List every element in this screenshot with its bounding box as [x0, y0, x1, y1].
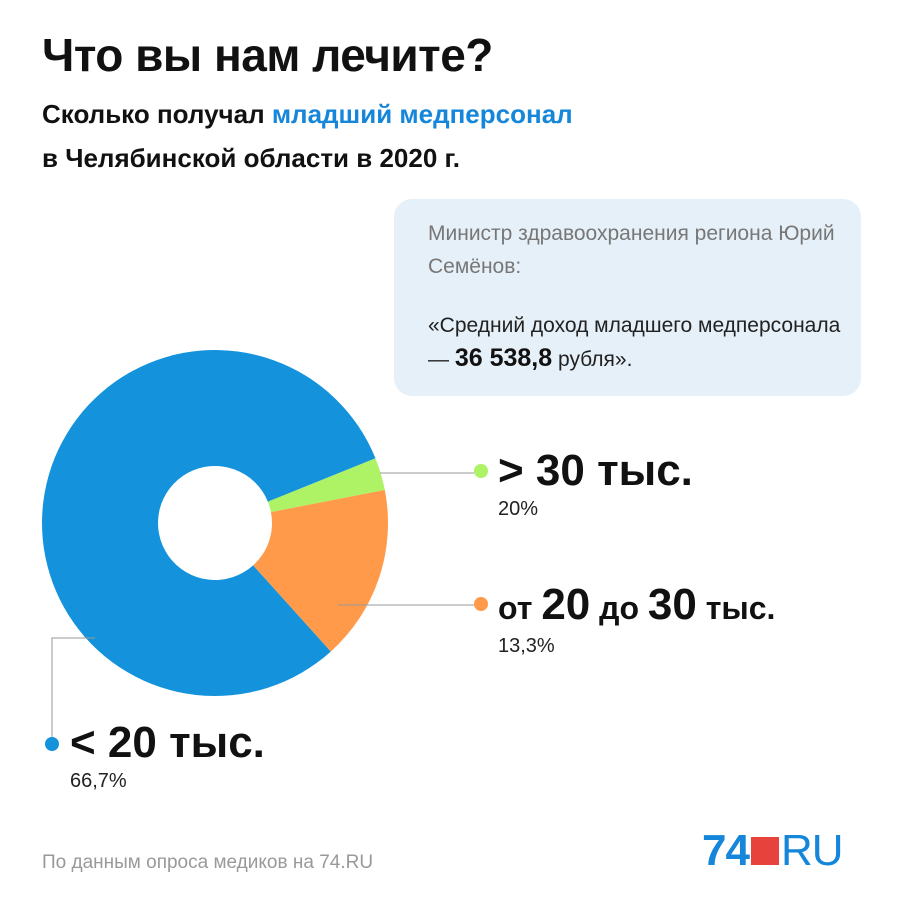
- slice-20-30: [253, 489, 388, 652]
- legend-value-mid: 13,3%: [498, 635, 555, 657]
- legend-value-under20: 66,7%: [70, 770, 127, 792]
- chart-title: Что вы нам лечите?: [42, 29, 493, 81]
- legend-label-over30-text: > 30 тыс.: [498, 446, 693, 495]
- subtitle-line-2: в Челябинской области в 2020 г.: [42, 143, 460, 173]
- chart-subtitle: Сколько получал младший медперсонал в Че…: [42, 92, 573, 180]
- leader-lines: [51, 472, 476, 744]
- legend-mid-suffix: тыс.: [696, 590, 776, 626]
- quote-text: «Средний доход младшего медперсонала — 3…: [428, 309, 841, 376]
- quote-value: 36 538,8: [454, 344, 553, 372]
- quote-box: Министр здравоохранения региона Юрий Сем…: [394, 199, 861, 396]
- logo-74ru: 74 RU: [702, 826, 844, 876]
- legend-mid-b: 30: [647, 580, 697, 629]
- logo-domain: RU: [780, 826, 844, 875]
- slice-over30: [267, 458, 385, 513]
- source-note: По данным опроса медиков на 74.RU: [42, 852, 374, 873]
- quote-text-before: «Средний доход младшего медперсонала —: [428, 314, 841, 371]
- quote-speaker: Министр здравоохранения региона Юрий Сем…: [428, 222, 835, 278]
- legend-label-under20: < 20 тыс.: [70, 718, 265, 768]
- donut-slices: [41, 349, 388, 696]
- legend-dot-under20: [45, 737, 59, 751]
- legend-mid-middle: до: [590, 590, 648, 626]
- subtitle-text: Сколько получал: [42, 99, 272, 129]
- logo-square-icon: [750, 837, 779, 865]
- logo-number: 74: [702, 826, 750, 875]
- subtitle-highlight: младший медперсонал: [271, 99, 573, 129]
- quote-text-after: рубля».: [552, 348, 633, 371]
- legend-value-over30: 20%: [498, 498, 539, 520]
- legend-label-mid: от 20 до 30 тыс.: [498, 580, 775, 630]
- legend-dot-mid: [474, 597, 488, 611]
- legend-mid-prefix: от: [498, 590, 542, 626]
- legend-dot-over30: [474, 464, 488, 478]
- legend-label-over30: > 30 тыс.: [498, 446, 693, 496]
- legend-label-under20-text: < 20 тыс.: [70, 718, 265, 767]
- legend-mid-a: 20: [541, 580, 591, 629]
- slice-under20: [41, 349, 376, 696]
- leader-line-under20: [51, 637, 95, 744]
- subtitle-line-1: Сколько получал младший медперсонал: [42, 92, 573, 136]
